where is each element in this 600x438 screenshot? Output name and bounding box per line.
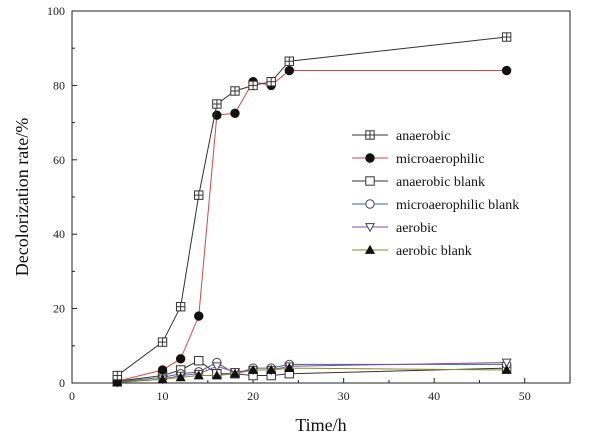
legend-item: microaerophilic	[352, 152, 485, 167]
series-anaerobic	[112, 32, 512, 381]
y-tick-label: 80	[53, 78, 65, 92]
series-line	[117, 367, 507, 384]
x-tick-label: 20	[247, 389, 259, 403]
legend-marker	[365, 153, 375, 163]
y-axis-ticks: 0 20 40 60 80 100	[47, 4, 77, 390]
legend-item: anaerobic blank	[352, 175, 485, 190]
legend-label: microaerophilic	[396, 152, 485, 167]
series-line	[117, 70, 507, 382]
y-tick-label: 40	[53, 227, 65, 241]
x-tick-label: 10	[157, 389, 169, 403]
plot-frame	[71, 10, 571, 384]
data-point	[112, 370, 122, 381]
legend-label: aerobic blank	[396, 244, 472, 259]
data-point	[501, 358, 512, 368]
y-axis-label: Decolorization rate/%	[12, 118, 32, 276]
legend-item: anaerobic	[352, 129, 450, 144]
data-point	[230, 86, 240, 96]
x-tick-label: 50	[519, 389, 531, 403]
x-tick-label: 0	[69, 389, 75, 403]
legend-item: aerobic	[352, 221, 437, 236]
data-point	[194, 311, 204, 321]
series-microaerophilic	[112, 65, 512, 386]
y-tick-label: 60	[53, 153, 65, 167]
data-point	[157, 374, 168, 384]
data-point	[157, 337, 168, 347]
x-axis-label: Time/h	[295, 415, 346, 435]
legend-label: microaerophilic blank	[396, 198, 519, 213]
data-point	[266, 76, 276, 87]
data-point	[211, 362, 222, 372]
data-point	[194, 190, 204, 200]
legend-marker	[364, 223, 376, 233]
data-point	[284, 362, 295, 372]
legend-label: anaerobic blank	[396, 175, 485, 190]
data-point	[212, 99, 222, 109]
data-point	[248, 364, 259, 374]
x-tick-label: 40	[428, 389, 440, 403]
series-layer	[112, 32, 512, 388]
legend-marker	[364, 244, 376, 254]
data-point	[230, 108, 240, 119]
data-point	[193, 370, 204, 380]
series-anaerobic-blank	[112, 355, 512, 386]
legend-marker	[365, 199, 375, 209]
legend: anaerobic microaerophilic anaerobic blank m…	[352, 129, 519, 259]
data-point	[157, 365, 168, 375]
legend-label: anaerobic	[396, 129, 450, 144]
x-tick-label: 30	[338, 389, 350, 403]
data-point	[501, 364, 512, 374]
x-axis-ticks: 0 10 20 30 40 50	[69, 378, 531, 403]
data-point	[248, 80, 258, 91]
legend-marker	[365, 130, 375, 140]
data-point	[284, 65, 295, 76]
data-point	[175, 372, 186, 382]
y-tick-label: 0	[59, 376, 65, 390]
plot-border	[71, 10, 571, 384]
data-point	[175, 354, 186, 364]
legend-item: aerobic blank	[352, 244, 472, 259]
data-point	[284, 56, 295, 66]
legend-item: microaerophilic blank	[352, 198, 519, 213]
data-point	[501, 65, 512, 76]
series-line	[117, 361, 507, 383]
data-point	[211, 370, 222, 380]
data-point	[175, 302, 186, 312]
series-line	[117, 362, 507, 383]
y-tick-label: 20	[53, 302, 65, 316]
data-point	[229, 368, 241, 378]
y-tick-label: 100	[47, 4, 65, 18]
series-line	[117, 360, 507, 382]
data-point	[501, 32, 512, 42]
data-point	[266, 364, 277, 374]
legend-marker	[365, 176, 375, 186]
series-line	[116, 36, 507, 376]
legend-label: aerobic	[396, 221, 437, 236]
data-point	[194, 355, 204, 366]
